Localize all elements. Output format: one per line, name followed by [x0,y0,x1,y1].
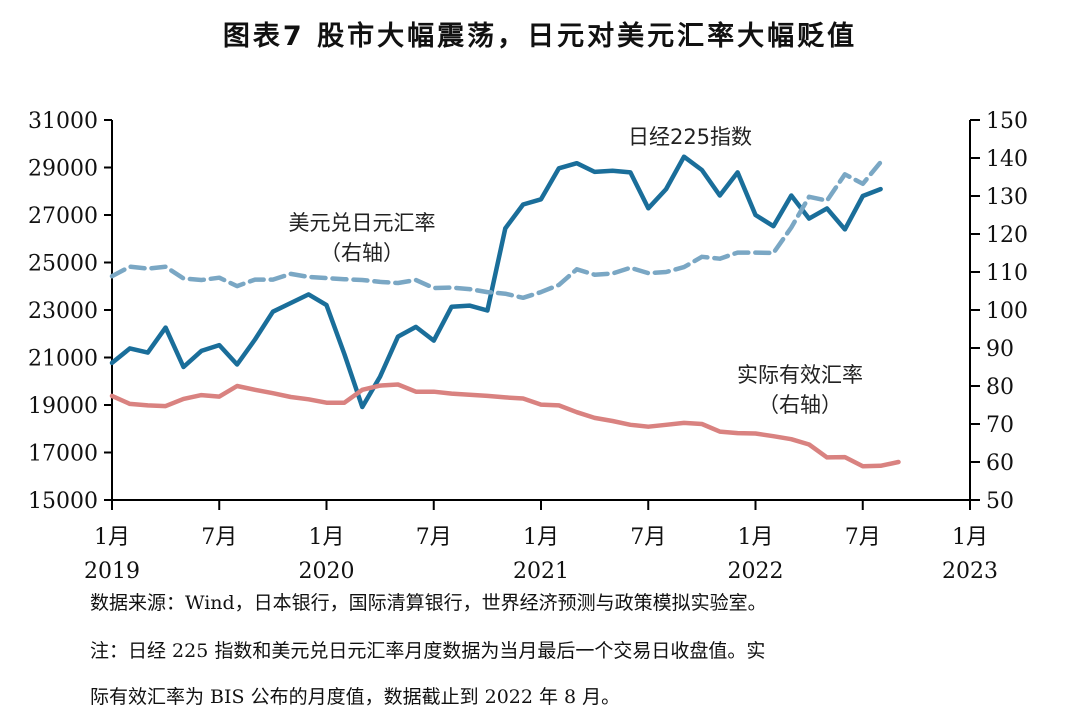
series-layer [109,154,901,469]
right-tick-label: 150 [986,109,1028,134]
left-tick-label: 19000 [28,394,98,419]
right-tick-label: 50 [986,489,1014,514]
x-tick-label: 1月 [952,525,988,550]
x-tick-year: 2020 [299,559,355,584]
x-tick-label: 7月 [416,525,452,550]
x-tick-label: 7月 [201,525,237,550]
x-tick-label: 1月 [309,525,345,550]
x-tick-year: 2021 [513,559,569,584]
series-label-1: 美元兑日元汇率 [289,211,436,235]
x-tick-label: 1月 [94,525,130,550]
x-tick-label: 1月 [738,525,774,550]
footnote-line-2: 际有效汇率为 BIS 公布的月度值，数据截止到 2022 年 8 月。 [90,686,621,708]
left-tick-label: 27000 [28,204,98,229]
left-tick-label: 25000 [28,252,98,277]
x-tick-label: 1月 [523,525,559,550]
right-tick-label: 130 [986,185,1028,210]
data-source-note: 数据来源：Wind，日本银行，国际清算银行，世界经济预测与政策模拟实验室。 [90,592,767,614]
right-tick-label: 140 [986,147,1028,172]
right-tick-label: 80 [986,375,1014,400]
left-tick-label: 23000 [28,299,98,324]
series-line-0 [109,154,883,410]
line-chart: 15000 17000 19000 21000 23000 25000 27000 29000… [28,109,1028,584]
series-label-0: 日经225指数 [628,125,752,149]
footnote-line-1: 注：日经 225 指数和美元兑日元汇率月度数据为当月最后一个交易日收盘值。实 [90,640,766,662]
series-line-2 [109,382,901,469]
x-tick-year: 2023 [942,559,998,584]
left-tick-label: 21000 [28,347,98,372]
left-tick-label: 29000 [28,157,98,182]
x-tick-label: 7月 [630,525,666,550]
left-tick-label: 31000 [28,109,98,134]
series-label-2: （右轴） [758,393,842,417]
chart-title: 图表7 股市大幅震荡，日元对美元汇率大幅贬值 [222,21,858,52]
right-tick-label: 110 [986,261,1028,286]
series-line-1 [109,159,883,301]
x-tick-year: 2022 [728,559,784,584]
right-tick-label: 100 [986,299,1028,324]
x-tick-year: 2019 [84,559,140,584]
right-tick-label: 70 [986,413,1014,438]
left-y-axis: 15000 17000 19000 21000 23000 25000 27000 29000… [28,109,113,514]
right-tick-label: 90 [986,337,1014,362]
left-tick-label: 15000 [28,489,98,514]
series-label-1: （右轴） [320,241,404,265]
left-tick-label: 17000 [28,442,98,467]
right-y-axis: 50 60 70 80 90 100 110 120 130 140 150 [969,109,1028,514]
x-tick-label: 7月 [845,525,881,550]
series-label-2: 实际有效汇率 [737,363,863,387]
x-axis: 1月 2019 7月 1月 2020 7月 1月 2021 7月 1月 2022 7月 1月 2023 [84,499,998,584]
right-tick-label: 120 [986,223,1028,248]
right-tick-label: 60 [986,451,1014,476]
